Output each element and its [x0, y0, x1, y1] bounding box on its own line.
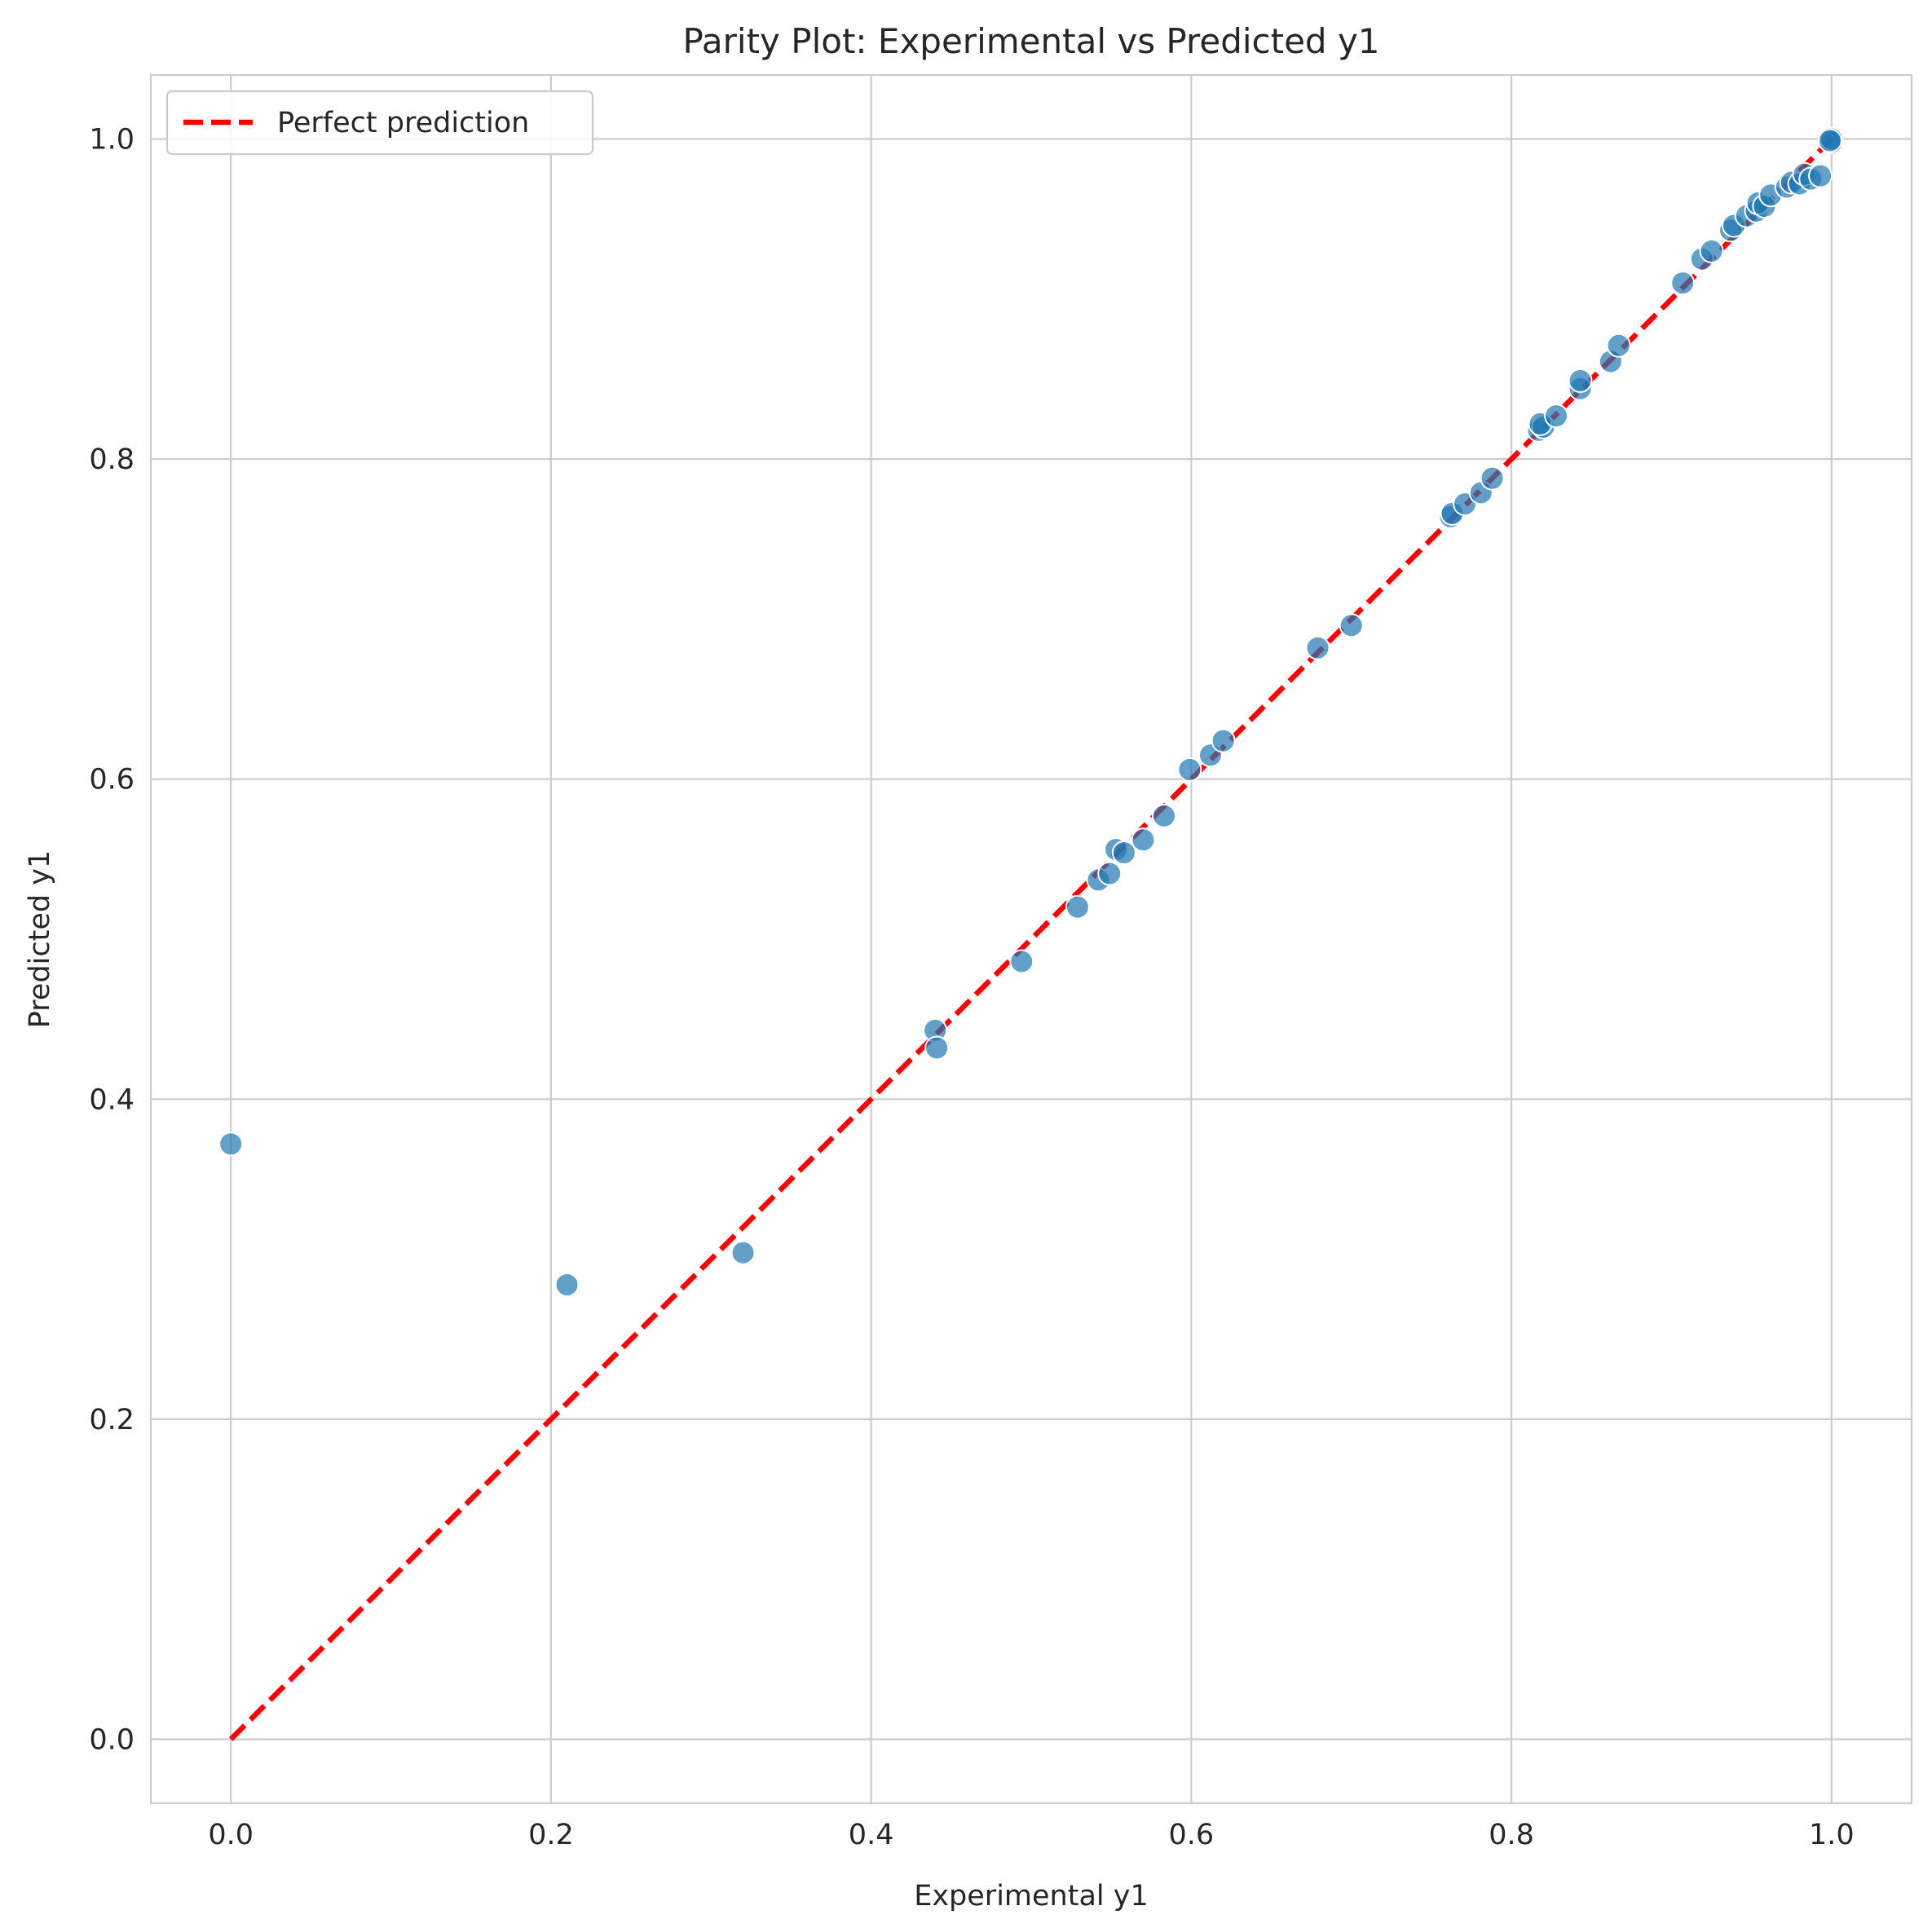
- y-tick-label: 0.6: [89, 764, 135, 796]
- data-point: [1065, 894, 1090, 920]
- data-point: [1211, 728, 1236, 753]
- data-point: [1339, 613, 1364, 638]
- data-point: [1151, 803, 1176, 828]
- data-point: [1111, 840, 1136, 865]
- data-point: [554, 1273, 580, 1297]
- reference-line-layer: [228, 137, 1834, 1741]
- data-point: [218, 1132, 244, 1157]
- y-tick-label: 0.0: [89, 1723, 135, 1756]
- x-axis-label: Experimental y1: [914, 1880, 1149, 1913]
- y-tick-label: 1.0: [89, 124, 135, 157]
- x-tick-label: 0.8: [1489, 1819, 1534, 1851]
- data-point: [1009, 949, 1034, 974]
- data-point: [1568, 368, 1593, 393]
- data-point: [1817, 128, 1842, 153]
- y-tick-label: 0.4: [89, 1083, 135, 1116]
- data-point: [1544, 404, 1569, 429]
- y-tick-label: 0.2: [89, 1404, 135, 1436]
- data-point: [924, 1035, 950, 1061]
- legend: Perfect prediction: [165, 90, 594, 156]
- x-tick-label: 0.4: [849, 1819, 894, 1851]
- y-tick-labels: 0.0 0.2 0.4 0.6 0.8 1.0: [89, 124, 135, 1757]
- data-point: [1670, 271, 1696, 296]
- data-point: [1177, 757, 1202, 782]
- data-point: [1131, 827, 1156, 853]
- x-tick-labels: 0.0 0.2 0.4 0.6 0.8 1.0: [208, 1819, 1854, 1851]
- y-tick-label: 0.8: [89, 443, 135, 476]
- data-point: [1097, 861, 1123, 886]
- x-tick-label: 0.6: [1169, 1819, 1215, 1851]
- data-point: [730, 1240, 756, 1265]
- x-tick-label: 1.0: [1809, 1819, 1855, 1851]
- plot-frame: [149, 73, 1913, 1805]
- data-point: [1699, 238, 1724, 263]
- legend-label: Perfect prediction: [277, 107, 529, 139]
- perfect-prediction-line: [228, 137, 1834, 1741]
- x-tick-label: 0.0: [208, 1819, 254, 1851]
- x-tick-label: 0.2: [528, 1819, 574, 1851]
- data-point: [1606, 333, 1631, 358]
- y-axis-label: Predicted y1: [24, 850, 56, 1028]
- scatter-points: [218, 126, 1844, 1297]
- data-point: [1305, 635, 1330, 660]
- legend-box: [165, 90, 594, 156]
- chart-title: Parity Plot: Experimental vs Predicted y…: [682, 21, 1379, 61]
- data-point: [1480, 465, 1505, 491]
- data-point: [1808, 163, 1833, 188]
